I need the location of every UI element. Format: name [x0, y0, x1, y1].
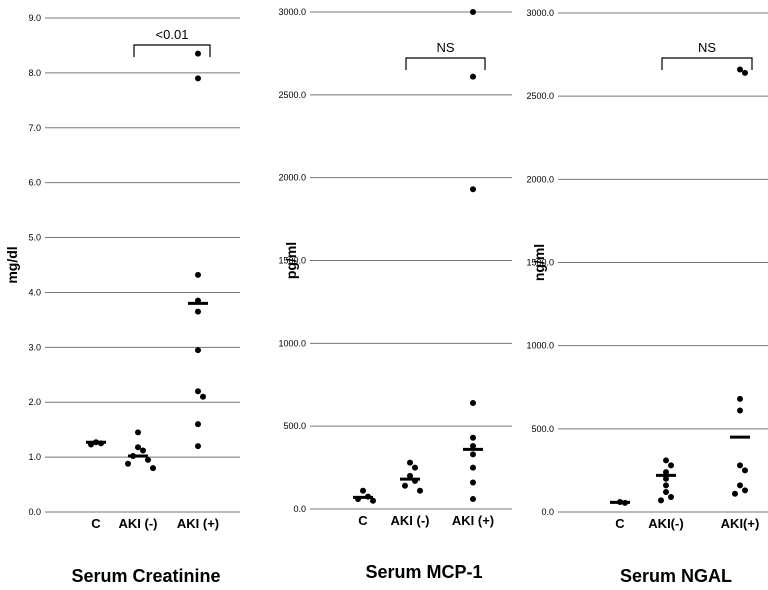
category-label: AKI (-)	[391, 513, 430, 528]
y-tick-label: 2500.0	[278, 90, 306, 100]
category-label: AKI (+)	[452, 513, 494, 528]
y-tick-label: 2.0	[28, 397, 41, 407]
data-point	[412, 464, 418, 471]
y-axis-label: pg/ml	[283, 242, 299, 279]
data-point	[125, 460, 131, 467]
data-point	[370, 497, 376, 504]
panel-title: Serum NGAL	[620, 566, 732, 586]
data-point	[135, 444, 141, 451]
category-label: C	[615, 516, 625, 531]
y-tick-label: 3000.0	[526, 8, 554, 18]
data-point	[663, 457, 669, 464]
y-tick-label: 0.0	[293, 504, 306, 514]
data-point	[470, 496, 476, 503]
panel-1: 0.0 1.0 2.0 3.0 4.0 5.0 6.0 7.0 8.0 9.0 mg/dl C AKI …	[4, 13, 240, 586]
y-tick-label: 2000.0	[526, 174, 554, 184]
data-point	[195, 50, 201, 57]
data-point	[145, 456, 151, 463]
data-point	[407, 472, 413, 479]
y-tick-label: 1500.0	[526, 258, 554, 268]
data-point	[737, 407, 743, 414]
panel-title: Serum Creatinine	[71, 566, 220, 586]
y-tick-label: 6.0	[28, 178, 41, 188]
data-point	[668, 494, 674, 501]
data-point	[742, 69, 748, 76]
y-axis-label: ng/ml	[531, 244, 547, 281]
y-tick-label: 3000.0	[278, 7, 306, 17]
y-tick-label: 0.0	[28, 507, 41, 517]
data-point	[470, 434, 476, 441]
data-point	[470, 9, 476, 15]
data-point	[737, 482, 743, 489]
data-point	[470, 73, 476, 80]
data-point	[737, 66, 743, 73]
data-point	[663, 489, 669, 496]
y-tick-label: 1000.0	[278, 338, 306, 348]
panel-2: 0.0 500.0 1000.0 1500.0 2000.0 2500.0 3000.0 pg…	[278, 7, 512, 582]
significance-bracket	[661, 57, 753, 70]
data-point	[195, 443, 201, 450]
significance-label: NS	[698, 40, 716, 55]
data-point	[195, 271, 201, 278]
data-point	[737, 395, 743, 402]
y-tick-label: 4.0	[28, 287, 41, 297]
y-tick-label: 7.0	[28, 123, 41, 133]
y-tick-label: 500.0	[531, 424, 554, 434]
data-point	[663, 475, 669, 482]
y-tick-label: 0.0	[541, 507, 554, 517]
data-point	[195, 308, 201, 315]
y-tick-label: 1000.0	[526, 341, 554, 351]
data-point	[658, 497, 664, 504]
data-point	[402, 482, 408, 489]
y-tick-label: 9.0	[28, 13, 41, 23]
y-tick-label: 500.0	[283, 421, 306, 431]
data-point	[742, 467, 748, 474]
y-tick-label: 2000.0	[278, 173, 306, 183]
data-point	[732, 490, 738, 497]
data-point	[140, 447, 146, 454]
y-tick-label: 1.0	[28, 452, 41, 462]
data-point	[195, 75, 201, 82]
data-point	[737, 462, 743, 469]
data-point	[470, 443, 476, 450]
data-point	[195, 347, 201, 354]
data-point	[135, 429, 141, 436]
significance-bracket	[133, 44, 211, 57]
data-point	[663, 469, 669, 476]
y-tick-label: 5.0	[28, 233, 41, 243]
significance-label: NS	[436, 40, 454, 55]
y-tick-label: 1500.0	[278, 256, 306, 266]
panel-title: Serum MCP-1	[365, 562, 482, 582]
data-point	[195, 388, 201, 395]
data-point	[470, 479, 476, 486]
y-axis-label: mg/dl	[4, 246, 20, 283]
category-label: AKI(-)	[648, 516, 683, 531]
data-point	[470, 399, 476, 406]
category-label: C	[91, 516, 101, 531]
data-point	[407, 459, 413, 466]
significance-bracket	[405, 57, 486, 70]
panel-3: 0.0 500.0 1000.0 1500.0 2000.0 2500.0 3000.0 ng…	[526, 8, 768, 586]
y-tick-label: 8.0	[28, 68, 41, 78]
data-point	[195, 421, 201, 428]
data-point	[470, 464, 476, 471]
data-point	[742, 487, 748, 494]
y-tick-label: 2500.0	[526, 91, 554, 101]
data-point	[200, 393, 206, 400]
significance-label: <0.01	[156, 27, 189, 42]
data-point	[470, 451, 476, 458]
category-label: AKI(+)	[721, 516, 760, 531]
data-point	[663, 482, 669, 489]
data-point	[417, 487, 423, 494]
data-point	[360, 487, 366, 494]
data-point	[150, 465, 156, 472]
category-label: C	[358, 513, 368, 528]
data-point	[470, 186, 476, 193]
category-label: AKI (-)	[119, 516, 158, 531]
category-label: AKI (+)	[177, 516, 219, 531]
y-tick-label: 3.0	[28, 342, 41, 352]
data-point	[668, 462, 674, 469]
